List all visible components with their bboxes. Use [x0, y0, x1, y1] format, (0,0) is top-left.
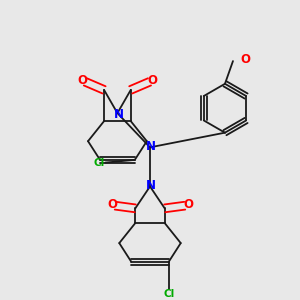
Text: Cl: Cl	[93, 158, 104, 168]
Text: N: N	[146, 179, 156, 192]
Text: Cl: Cl	[163, 290, 174, 299]
Text: O: O	[240, 53, 250, 66]
Text: O: O	[147, 74, 157, 87]
Text: O: O	[107, 198, 117, 211]
Text: N: N	[114, 108, 124, 121]
Text: N: N	[146, 140, 156, 153]
Text: O: O	[78, 74, 88, 87]
Text: O: O	[183, 198, 193, 211]
